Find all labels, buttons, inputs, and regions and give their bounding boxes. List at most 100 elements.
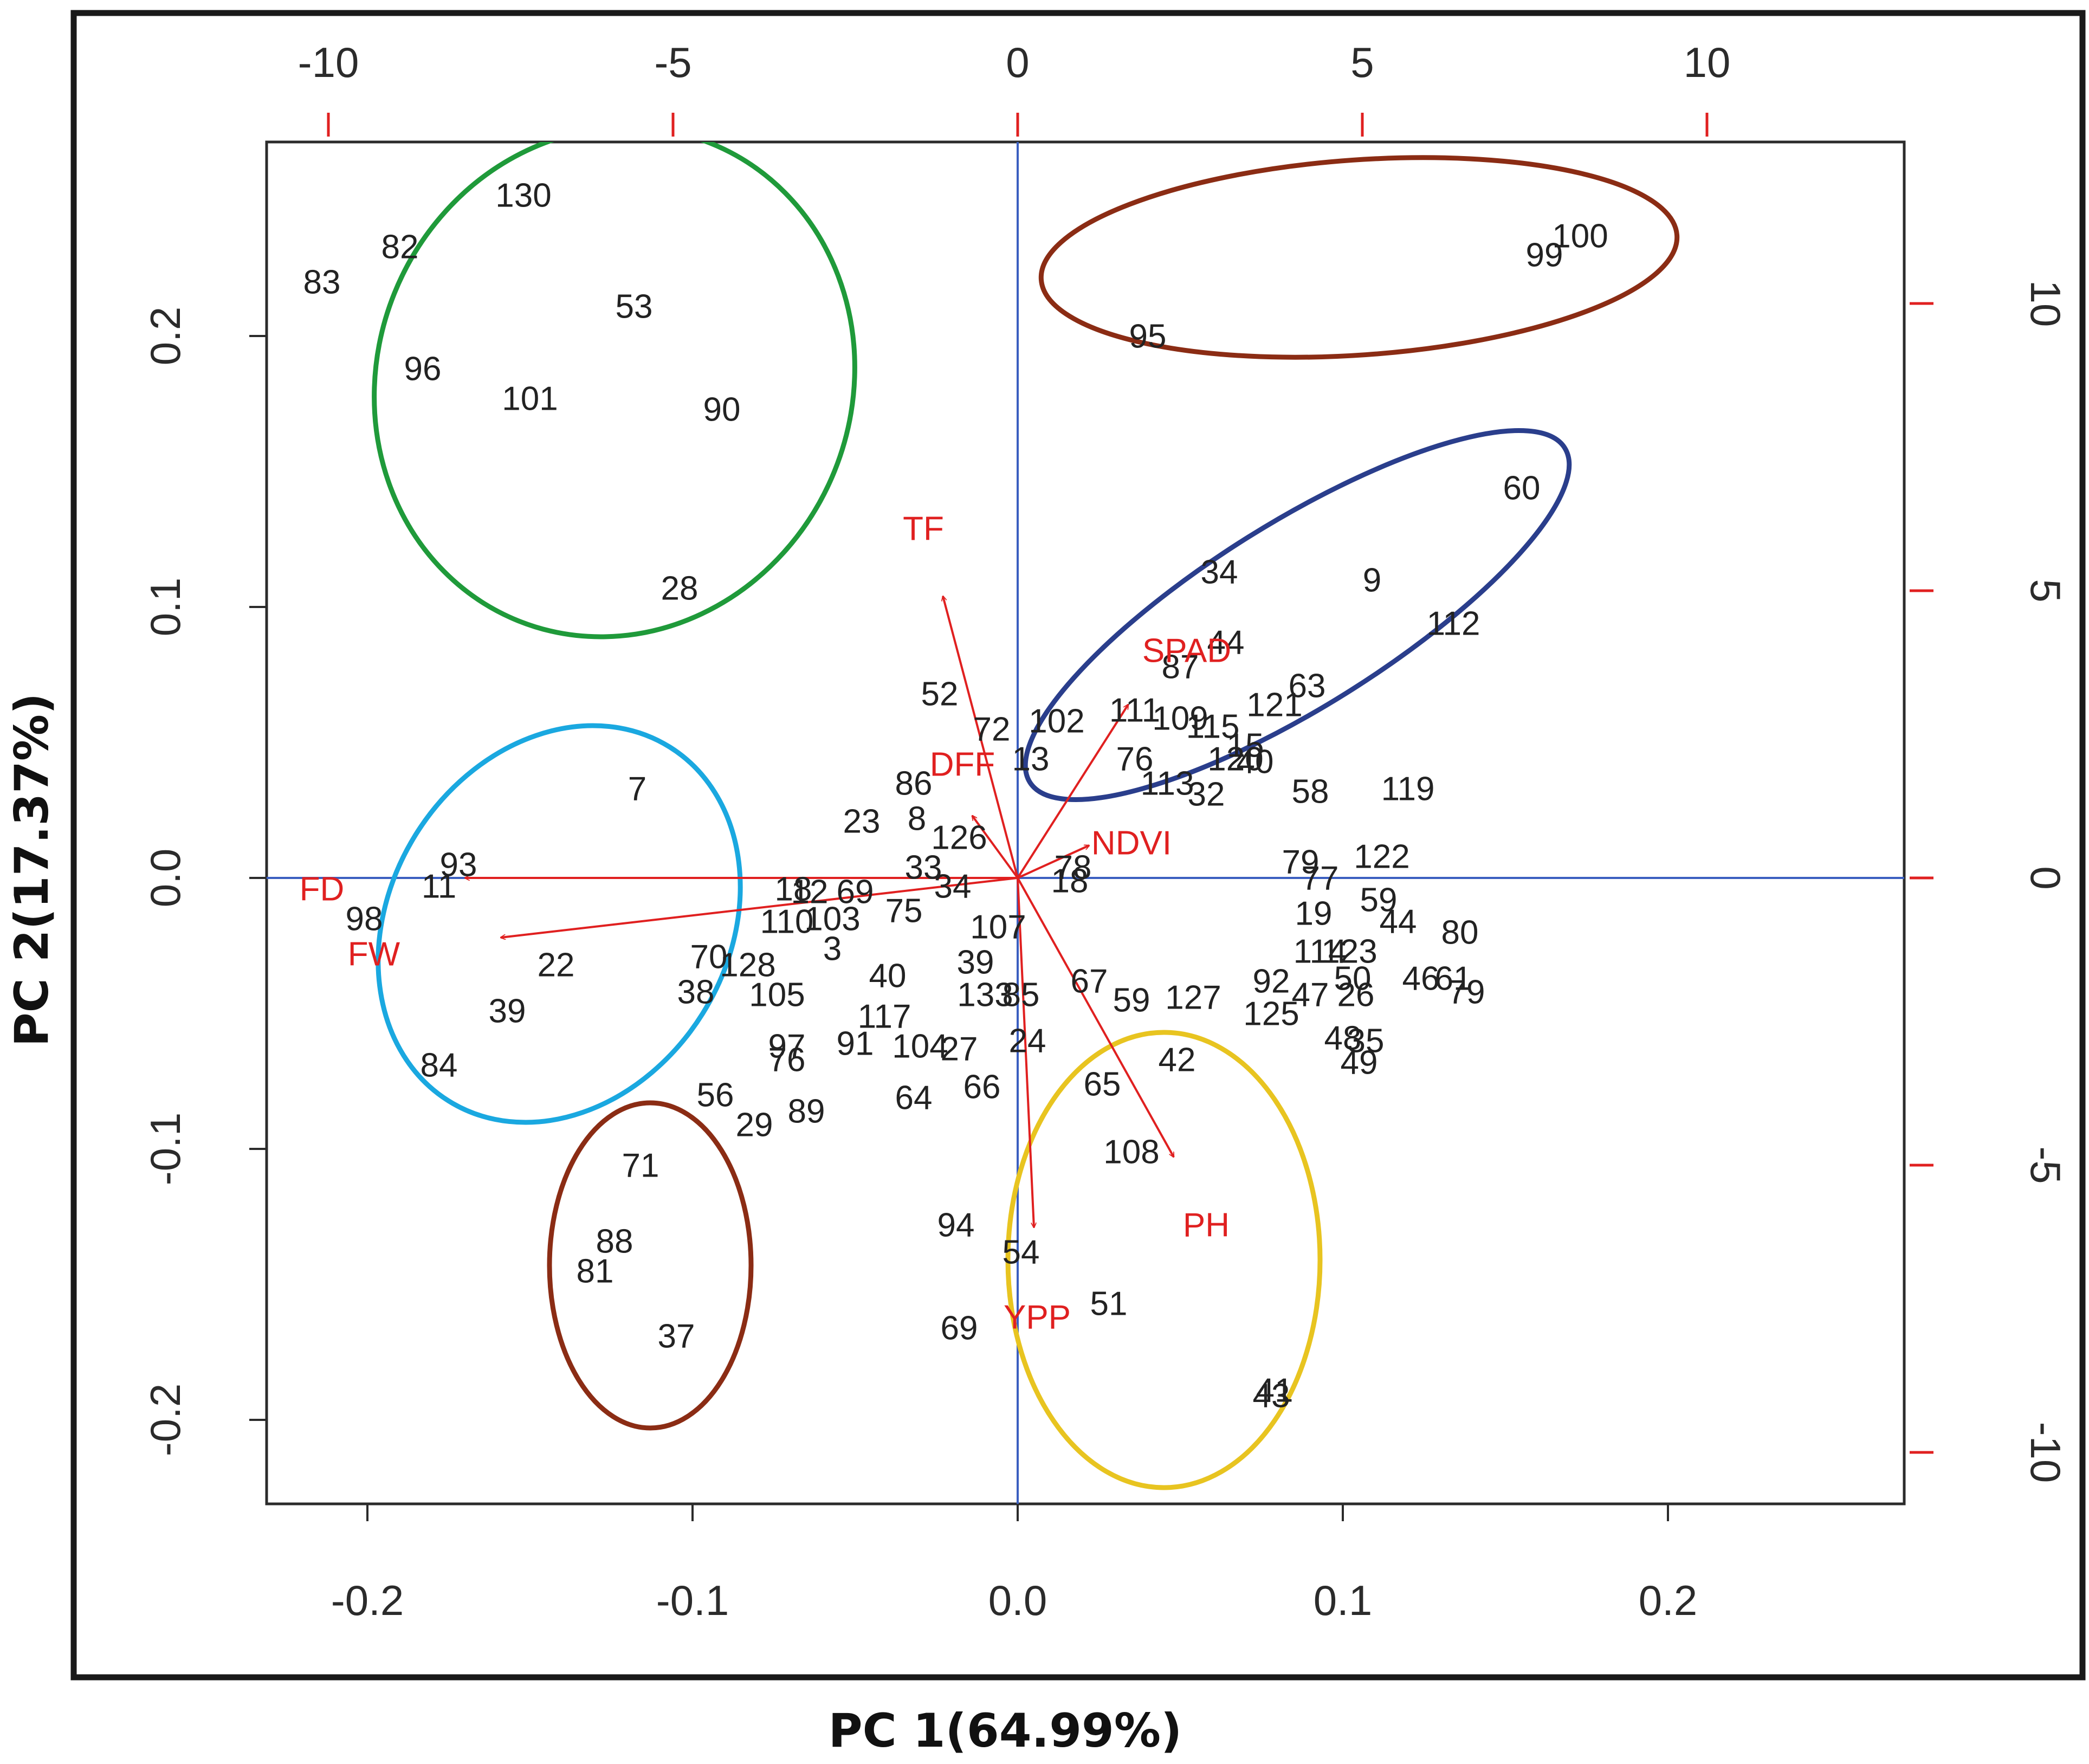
observation-label: 121 (1246, 686, 1302, 723)
x-tick-label: -0.2 (331, 1576, 404, 1624)
observation-label: 112 (1427, 605, 1480, 642)
observation-label: 12 (791, 873, 829, 910)
top-tick-label: 10 (1684, 38, 1731, 86)
observation-label: 70 (690, 938, 728, 975)
y-tick-label: -0.1 (141, 1113, 189, 1185)
observation-label: 77 (1302, 860, 1339, 897)
observation-label: 15 (1227, 727, 1264, 764)
observation-label: 59 (1360, 881, 1398, 919)
observation-label: 79 (1448, 973, 1485, 1011)
observation-label: 34 (934, 868, 972, 905)
x-axis-title: PC 1(64.99%) (829, 1704, 1182, 1758)
observation-label: 37 (658, 1317, 695, 1355)
observation-label: 43 (1253, 1377, 1290, 1414)
observation-label: 95 (1129, 318, 1167, 355)
observation-label: 61 (1435, 960, 1472, 997)
observation-label: 117 (858, 998, 911, 1035)
observation-label: 27 (941, 1030, 978, 1068)
observation-label: 41 (1256, 1372, 1294, 1409)
observation-label: 34 (1201, 553, 1238, 591)
observation-label: 119 (1381, 770, 1435, 807)
observation-label: 44 (1380, 903, 1417, 940)
observation-label: 38 (677, 973, 715, 1011)
cluster-ellipse-2 (376, 723, 743, 1125)
observation-label: 33 (905, 849, 942, 886)
observation-label: 39 (489, 992, 526, 1030)
observation-label: 108 (1103, 1133, 1159, 1171)
observation-label: 69 (837, 873, 874, 910)
loading-arrow-ypp (1017, 877, 1034, 1227)
observation-label: 46 (1402, 960, 1440, 997)
y-tick-label: -0.2 (141, 1384, 189, 1456)
cluster-ellipse-4 (1038, 155, 1680, 360)
observation-label: 58 (1292, 773, 1329, 810)
loading-arrow-tf (943, 596, 1019, 878)
observation-label: 86 (895, 765, 933, 802)
observation-label: 75 (885, 892, 923, 929)
observation-label: 87 (1162, 648, 1199, 686)
observation-label: 69 (941, 1309, 978, 1347)
observation-label: 107 (970, 908, 1026, 946)
observation-label: 76 (1116, 740, 1154, 778)
observation-label: 3 (823, 930, 842, 967)
observation-label: 67 (1071, 962, 1108, 1000)
observation-label: 100 (1552, 217, 1608, 255)
observation-label: 79 (1282, 843, 1320, 881)
observation-label: 102 (1029, 702, 1084, 740)
observation-label: 18 (1051, 862, 1089, 900)
observation-label: 72 (973, 710, 1011, 748)
variable-label-tf: TF (903, 510, 944, 547)
y-axis-left: -0.2 -0.1 0.0 0.1 0.2 (141, 307, 267, 1456)
y-tick-label: 0.2 (141, 307, 189, 365)
top-tick-label: 0 (1006, 38, 1029, 86)
observation-label: 44 (1207, 624, 1245, 661)
observation-label: 105 (749, 976, 805, 1013)
observation-label: 110 (760, 903, 814, 940)
x-tick-label: 0.0 (988, 1576, 1047, 1624)
observation-label: 82 (381, 228, 419, 266)
observation-label: 23 (843, 803, 881, 840)
right-tick-label: 10 (2022, 280, 2069, 327)
observation-label: 89 (788, 1093, 825, 1130)
observation-label: 66 (963, 1068, 1001, 1106)
loading-arrow-ph (1017, 877, 1175, 1157)
observation-label: 133 (957, 976, 1013, 1013)
observation-label: 99 (1526, 236, 1563, 274)
observation-label: 63 (1289, 667, 1326, 705)
observation-label: 24 (1009, 1022, 1046, 1059)
variable-label-ypp: YPP (1004, 1298, 1071, 1336)
observation-label: 29 (736, 1106, 773, 1143)
observation-label: 127 (1165, 979, 1221, 1016)
cluster-ellipses (372, 142, 1680, 1490)
loading-arrow-spad (1017, 705, 1129, 879)
observation-label: 81 (577, 1252, 614, 1290)
plot-area (265, 140, 1906, 1505)
observation-label: 76 (768, 1041, 806, 1078)
observation-label: 125 (1243, 995, 1299, 1032)
y-tick-label: 0.1 (141, 578, 189, 636)
observation-label: 7 (628, 770, 646, 807)
observation-label: 9 (1363, 561, 1381, 599)
observation-label: 83 (303, 263, 341, 301)
observation-label: 22 (538, 946, 575, 984)
observation-label: 114 (1294, 933, 1347, 970)
observation-label: 26 (1337, 976, 1375, 1013)
observation-label: 109 (1152, 700, 1208, 737)
observation-label: 65 (1084, 1065, 1121, 1103)
variable-label-ndvi: NDVI (1091, 824, 1172, 862)
loading-arrow-ndvi (1017, 844, 1089, 879)
observation-label: 101 (502, 380, 558, 417)
loading-arrow-dff (971, 816, 1019, 879)
top-tick-label: 5 (1350, 38, 1374, 86)
observation-label: 60 (1503, 469, 1541, 507)
observation-label: 126 (931, 819, 987, 856)
right-tick-label: 5 (2022, 579, 2069, 602)
observation-label: 54 (1003, 1233, 1040, 1271)
observation-label: 47 (1292, 976, 1329, 1013)
x-tick-label: 0.1 (1314, 1576, 1372, 1624)
observation-label: 18 (775, 870, 812, 908)
x-tick-label: -0.1 (656, 1576, 729, 1624)
